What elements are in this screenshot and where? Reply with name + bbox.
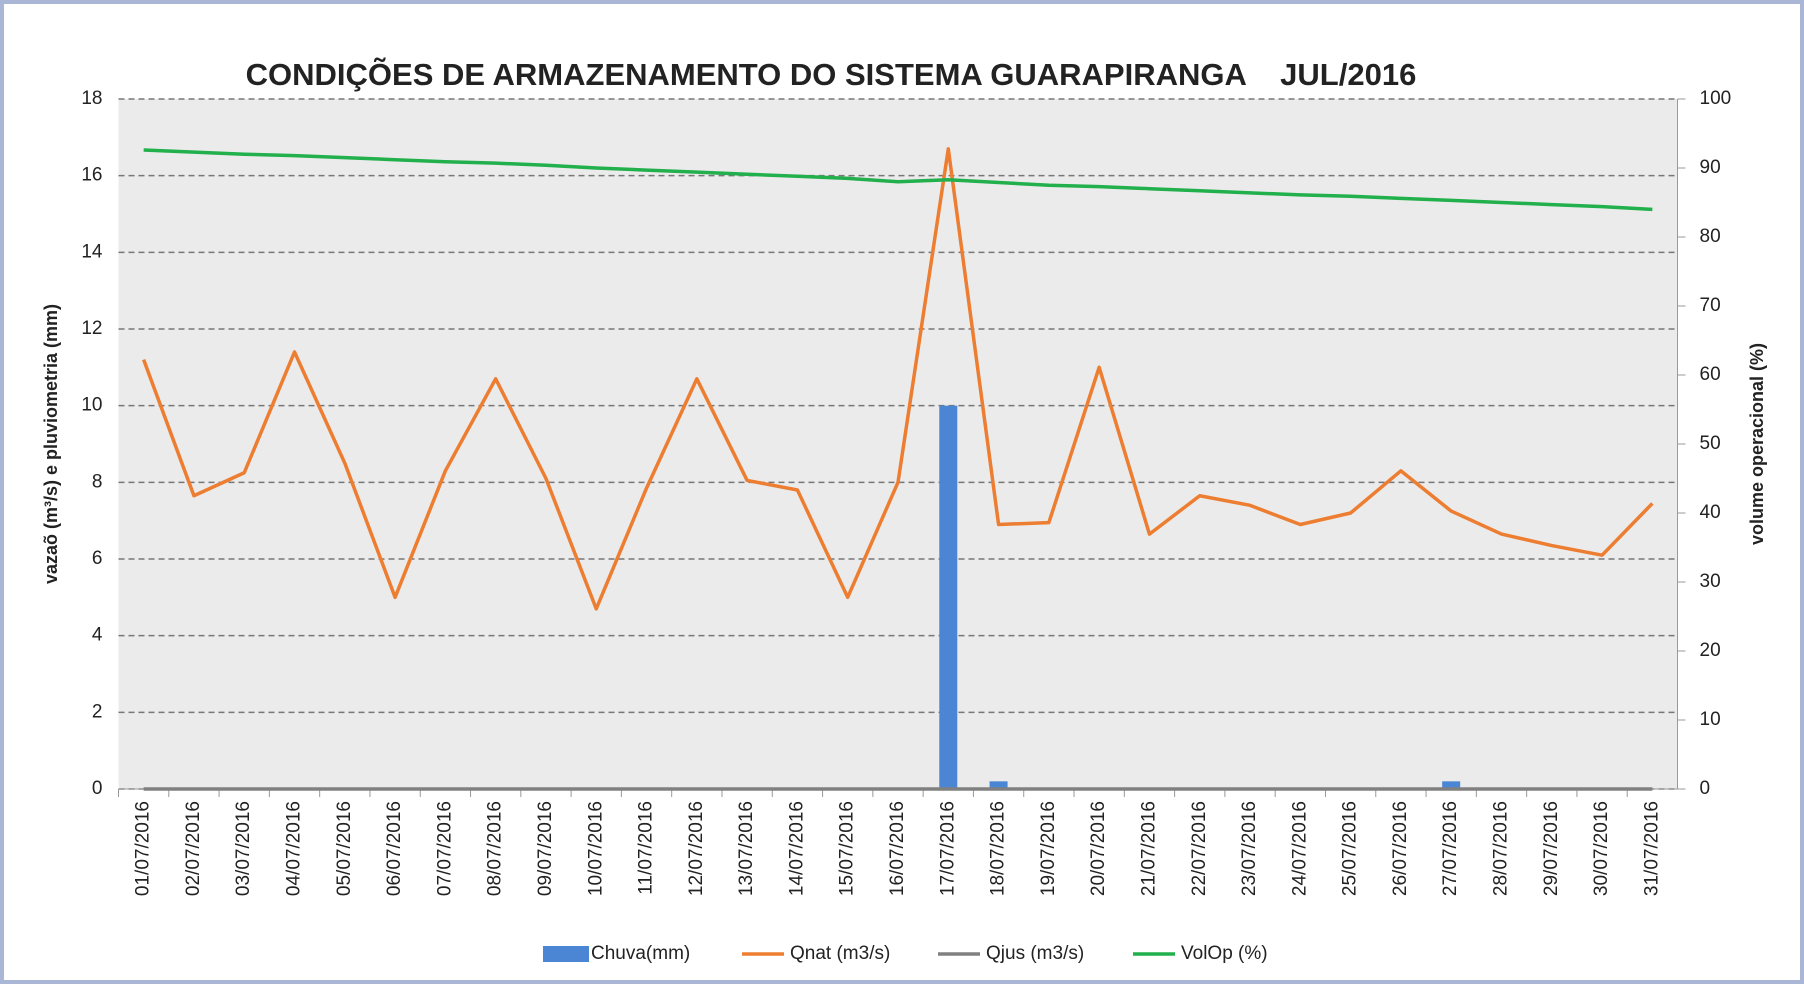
x-tick-label: 07/07/2016 [434, 801, 455, 896]
x-tick-label: 09/07/2016 [535, 801, 556, 896]
x-tick-label: 04/07/2016 [284, 801, 305, 896]
x-tick-label: 20/07/2016 [1088, 801, 1109, 896]
y-tick-label: 6 [92, 548, 103, 569]
y-tick-label: 18 [81, 88, 102, 109]
y2-tick-label: 80 [1700, 226, 1721, 247]
x-tick-label: 06/07/2016 [384, 801, 405, 896]
x-tick-label: 30/07/2016 [1591, 801, 1612, 896]
y-axis-title: vazaõ (m³/s) e pluviometria (mm) [41, 304, 61, 584]
x-tick-label: 10/07/2016 [585, 801, 606, 896]
plot-area [118, 99, 1678, 789]
x-tick-label: 22/07/2016 [1189, 801, 1210, 896]
line [142, 147, 1654, 611]
y2-tick-label: 10 [1700, 709, 1721, 730]
y-tick-label: 10 [81, 395, 102, 416]
x-tick-label: 31/07/2016 [1641, 801, 1662, 896]
x-tick-label: 05/07/2016 [334, 801, 355, 896]
y-tick-label: 0 [92, 778, 103, 799]
legend-label: Chuva(mm) [591, 943, 690, 964]
x-tick-label: 21/07/2016 [1138, 801, 1159, 896]
x-tick-label: 28/07/2016 [1490, 801, 1511, 896]
legend-label: VolOp (%) [1181, 943, 1268, 964]
bar [1442, 781, 1461, 789]
y2-tick-label: 90 [1700, 157, 1721, 178]
x-tick-label: 14/07/2016 [786, 801, 807, 896]
legend-label: Qjus (m3/s) [986, 943, 1084, 964]
x-tick-label: 11/07/2016 [636, 801, 657, 895]
legend-swatch [543, 946, 589, 962]
x-tick-label: 26/07/2016 [1390, 801, 1411, 896]
y2-tick-label: 50 [1700, 433, 1721, 454]
x-tick-label: 15/07/2016 [837, 801, 858, 896]
y2-tick-label: 40 [1700, 502, 1721, 523]
x-tick-label: 16/07/2016 [887, 801, 908, 896]
x-tick-label: 17/07/2016 [937, 801, 958, 896]
bar [939, 405, 958, 789]
x-tick-label: 25/07/2016 [1340, 801, 1361, 896]
y2-axis-title: volume operacional (%) [1747, 343, 1767, 545]
x-tick-label: 08/07/2016 [485, 801, 506, 896]
x-tick-label: 23/07/2016 [1239, 801, 1260, 896]
x-tick-label: 19/07/2016 [1038, 801, 1059, 896]
y-tick-label: 16 [81, 165, 102, 186]
x-tick-label: 27/07/2016 [1440, 801, 1461, 896]
legend-label: Qnat (m3/s) [790, 943, 890, 964]
y2-tick-label: 100 [1700, 88, 1732, 109]
x-tick-label: 02/07/2016 [183, 801, 204, 896]
y2-tick-label: 0 [1700, 778, 1711, 799]
y2-tick-label: 60 [1700, 364, 1721, 385]
x-tick-label: 13/07/2016 [736, 801, 757, 896]
y-tick-label: 14 [81, 241, 103, 262]
y-tick-label: 8 [92, 471, 103, 492]
bar [989, 781, 1008, 789]
x-tick-label: 29/07/2016 [1541, 801, 1562, 896]
y-tick-label: 2 [92, 701, 103, 722]
line [143, 148, 1653, 212]
chart-title: CONDIÇÕES DE ARMAZENAMENTO DO SISTEMA GU… [246, 56, 1417, 92]
x-tick-label: 03/07/2016 [233, 801, 254, 896]
x-tick-label: 01/07/2016 [133, 801, 154, 896]
x-tick-label: 24/07/2016 [1289, 801, 1310, 896]
y-tick-label: 4 [92, 625, 103, 646]
y-tick-label: 12 [81, 318, 102, 339]
y2-tick-label: 30 [1700, 571, 1721, 592]
x-tick-label: 12/07/2016 [686, 801, 707, 896]
y2-tick-label: 20 [1700, 640, 1721, 661]
y2-tick-label: 70 [1700, 295, 1721, 316]
x-tick-label: 18/07/2016 [988, 801, 1009, 896]
